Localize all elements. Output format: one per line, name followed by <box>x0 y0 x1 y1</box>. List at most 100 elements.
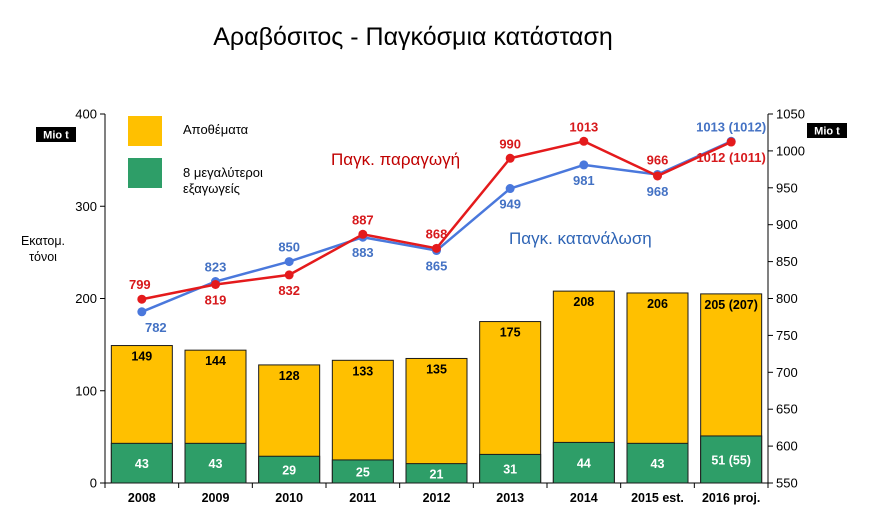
right-tick-label: 900 <box>776 217 798 232</box>
consumption-value-label: 883 <box>352 245 374 260</box>
exporters-value-label: 29 <box>282 464 296 478</box>
left-axis-title-line2: τόνοι <box>29 250 57 264</box>
x-category-label: 2009 <box>202 491 230 505</box>
exporters-bar <box>700 435 763 484</box>
stocks-value-label: 149 <box>131 350 152 364</box>
exporters-bar <box>626 442 689 484</box>
data-labels: 149 43 144 43 128 29 133 25 135 21 175 31 208 44 206 43… <box>129 119 766 481</box>
stocks-value-label: 135 <box>426 362 447 376</box>
production-series-name: Παγκ. παραγωγή <box>331 150 460 169</box>
right-tick-label: 550 <box>776 476 798 491</box>
production-value-label: 868 <box>426 226 448 241</box>
stocks-value-label: 175 <box>500 326 521 340</box>
stocks-value-label: 133 <box>352 364 373 378</box>
exporters-bar <box>258 455 321 484</box>
production-value-label: 966 <box>647 153 669 168</box>
right-unit-box <box>807 123 847 138</box>
left-unit-label: Mio t <box>43 130 69 142</box>
x-category-label: 2008 <box>128 491 156 505</box>
exporters-value-label: 44 <box>577 457 591 471</box>
exporters-value-label: 43 <box>135 457 149 471</box>
exporters-bar <box>184 442 247 484</box>
consumption-point <box>579 160 589 170</box>
legend-exporters-swatch <box>128 158 162 188</box>
production-value-label: 819 <box>205 292 227 307</box>
bars <box>110 290 763 484</box>
exporters-value-label: 31 <box>503 463 517 477</box>
legend: Αποθέματα 8 μεγαλύτεροι εξαγωγείς <box>128 116 263 196</box>
stocks-value-label: 205 (207) <box>704 298 758 312</box>
production-point <box>358 229 368 239</box>
left-tick-label: 100 <box>75 383 97 398</box>
left-tick-label: 0 <box>90 476 97 491</box>
stocks-value-label: 206 <box>647 297 668 311</box>
consumption-value-label: 782 <box>145 320 167 335</box>
consumption-point <box>284 257 294 267</box>
x-category-label: 2010 <box>275 491 303 505</box>
exporters-bar <box>405 463 468 484</box>
stocks-value-label: 208 <box>573 295 594 309</box>
exporters-bar <box>110 442 173 484</box>
left-tick-label: 400 <box>75 107 97 122</box>
legend-exporters-label-line1: 8 μεγαλύτεροι <box>183 165 263 180</box>
legend-stocks-label: Αποθέματα <box>183 122 249 137</box>
production-point <box>137 294 147 304</box>
consumption-point <box>137 307 147 317</box>
right-tick-label: 750 <box>776 328 798 343</box>
consumption-series-name: Παγκ. κατανάλωση <box>509 229 652 248</box>
chart-title: Αραβόσιτος - Παγκόσμια κατάσταση <box>213 23 613 51</box>
left-tick-label: 200 <box>75 291 97 306</box>
consumption-value-label: 981 <box>573 173 595 188</box>
stocks-value-label: 128 <box>279 369 300 383</box>
x-category-label: 2011 <box>349 491 376 505</box>
production-value-label: 832 <box>278 283 300 298</box>
production-point <box>579 136 589 146</box>
right-tick-label: 650 <box>776 402 798 417</box>
left-axis-title-line1: Εκατομ. <box>21 234 65 248</box>
production-point <box>505 153 515 163</box>
right-tick-label: 800 <box>776 291 798 306</box>
production-value-label: 799 <box>129 277 151 292</box>
consumption-value-label: 850 <box>278 240 300 255</box>
consumption-value-label: 865 <box>426 259 448 274</box>
legend-stocks-swatch <box>128 116 162 146</box>
right-tick-label: 950 <box>776 180 798 195</box>
left-tick-label: 300 <box>75 199 97 214</box>
right-tick-label: 1050 <box>776 107 805 122</box>
exporters-bar <box>331 459 394 484</box>
right-unit-label: Mio t <box>814 126 840 138</box>
exporters-bar <box>552 441 615 484</box>
consumption-point <box>505 184 515 194</box>
stocks-value-label: 144 <box>205 354 226 368</box>
production-point <box>653 171 662 181</box>
consumption-value-label: 1013 (1012) <box>696 119 766 134</box>
left-unit-box <box>36 127 76 142</box>
legend-exporters-label-line2: εξαγωγείς <box>183 181 240 196</box>
right-tick-label: 700 <box>776 365 798 380</box>
x-category-label: 2013 <box>496 491 524 505</box>
x-category-label: 2016 proj. <box>702 491 760 505</box>
production-point <box>284 270 294 280</box>
right-tick-label: 850 <box>776 254 798 269</box>
exporters-value-label: 25 <box>356 465 370 479</box>
production-point <box>432 243 441 253</box>
production-value-label: 887 <box>352 212 374 227</box>
production-point <box>726 137 736 147</box>
production-value-label: 1012 (1011) <box>696 150 765 165</box>
x-category-label: 2012 <box>423 491 451 505</box>
exporters-bar <box>479 453 542 484</box>
stocks-bar <box>405 357 468 484</box>
consumption-value-label: 949 <box>499 197 521 212</box>
exporters-value-label: 21 <box>430 467 444 481</box>
x-category-label: 2014 <box>570 491 598 505</box>
consumption-value-label: 968 <box>647 184 669 199</box>
right-tick-label: 600 <box>776 439 798 454</box>
production-point <box>211 279 220 289</box>
right-tick-label: 1000 <box>776 143 805 158</box>
lines <box>137 136 736 317</box>
exporters-value-label: 43 <box>651 457 665 471</box>
exporters-value-label: 43 <box>209 457 223 471</box>
production-value-label: 990 <box>499 136 521 151</box>
exporters-value-label: 51 (55) <box>711 453 751 467</box>
consumption-value-label: 823 <box>205 260 227 275</box>
